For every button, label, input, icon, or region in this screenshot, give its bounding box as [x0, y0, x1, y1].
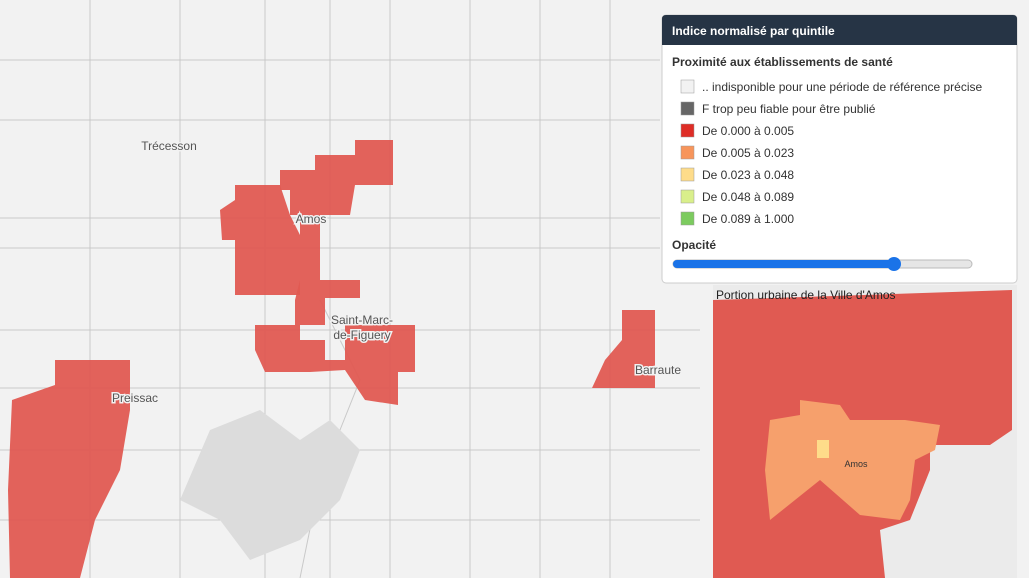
legend-swatch	[680, 101, 695, 116]
region-polygons	[8, 140, 655, 578]
legend-label: De 0.048 à 0.089	[702, 190, 794, 204]
inset-map: Portion urbaine de la Ville d'Amos Amos	[713, 285, 1017, 578]
place-label: Amos	[844, 459, 868, 469]
legend-swatch	[680, 211, 695, 226]
legend-subtitle: Proximité aux établissements de santé	[672, 55, 893, 69]
inset-title: Portion urbaine de la Ville d'Amos	[716, 288, 896, 302]
legend-swatch	[680, 145, 695, 160]
legend-title: Indice normalisé par quintile	[672, 24, 835, 38]
place-label: Saint-Marc-	[331, 313, 393, 327]
place-label: Trécesson	[141, 139, 197, 153]
legend-label: De 0.000 à 0.005	[702, 124, 794, 138]
legend-label: De 0.089 à 1.000	[702, 212, 794, 226]
legend-label: F trop peu fiable pour être publié	[702, 102, 876, 116]
inset-region	[817, 440, 829, 458]
legend-swatch	[680, 123, 695, 138]
inset-region	[765, 400, 940, 520]
legend-panel: Indice normalisé par quintile Proximité …	[661, 14, 1018, 284]
slider-fill	[673, 260, 894, 268]
legend-label: .. indisponible pour une période de réfé…	[702, 80, 983, 94]
water-body	[180, 410, 360, 560]
place-label: Barraute	[635, 363, 681, 377]
legend-swatch	[680, 189, 695, 204]
legend-label: De 0.023 à 0.048	[702, 168, 794, 182]
legend-label: De 0.005 à 0.023	[702, 146, 794, 160]
legend-swatch	[680, 79, 695, 94]
place-label: Amos	[296, 212, 327, 226]
legend-header	[662, 15, 1017, 45]
opacity-label: Opacité	[672, 238, 716, 252]
legend-swatch	[680, 167, 695, 182]
slider-handle[interactable]	[887, 257, 901, 271]
place-label: Preissac	[112, 391, 158, 405]
place-label: de-Figuery	[333, 328, 390, 342]
